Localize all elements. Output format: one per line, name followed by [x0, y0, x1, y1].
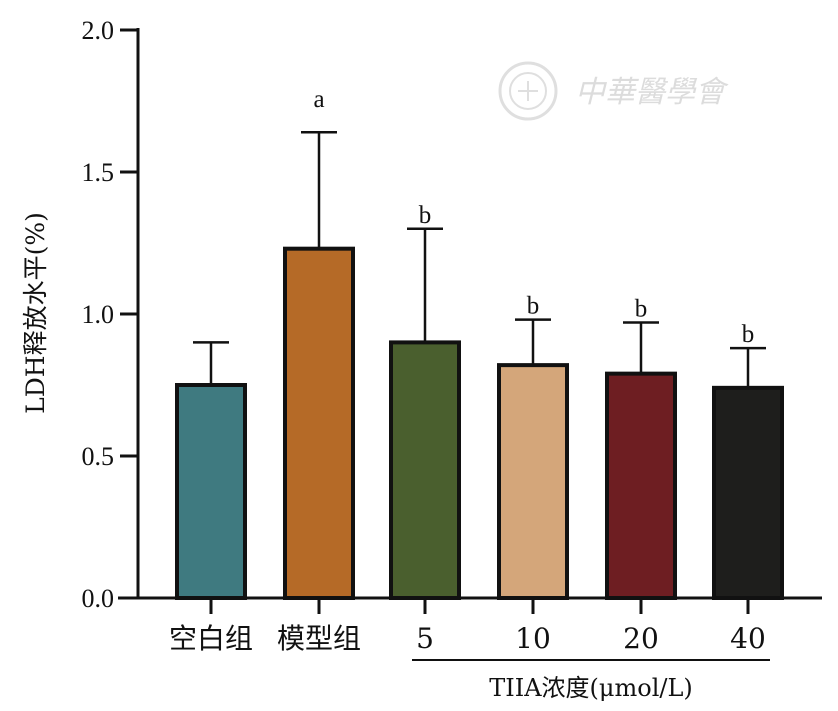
bar — [175, 383, 247, 600]
y-tick-label: 1.0 — [82, 300, 115, 329]
y-ticks: 0.0 0.5 1.0 1.5 2.0 — [82, 16, 138, 613]
x-tick-label: 模型组 — [277, 622, 361, 655]
significance-label: b — [742, 321, 755, 348]
group-label: TIIA浓度(μmol/L) — [489, 674, 693, 702]
bar-group: a — [283, 86, 355, 600]
significance-label: b — [527, 293, 540, 320]
x-tick-label: 空白组 — [169, 622, 253, 655]
significance-label: a — [313, 86, 324, 113]
bars: a b b b b — [175, 86, 784, 601]
bar — [712, 385, 784, 600]
significance-label: b — [635, 296, 648, 323]
x-tick-label: 10 — [515, 622, 551, 655]
y-tick-label: 2.0 — [82, 16, 115, 45]
bar-group: b — [497, 293, 569, 600]
x-tick-label: 20 — [623, 622, 659, 655]
bar-group: b — [605, 296, 677, 601]
bar-group: b — [712, 321, 784, 600]
bar-group: b — [389, 202, 461, 600]
y-tick-label: 0.5 — [82, 442, 115, 471]
x-tick-label: 40 — [730, 622, 766, 655]
bar — [389, 340, 461, 600]
significance-label: b — [419, 202, 432, 229]
watermark-seal-icon — [498, 61, 558, 121]
bar — [605, 371, 677, 601]
watermark-text: 中華醫學會 — [575, 75, 729, 110]
bar-group — [175, 341, 247, 600]
y-axis-title: LDH释放水平(%) — [21, 212, 50, 414]
x-ticks: 空白组 模型组 5 10 20 40 — [169, 598, 766, 655]
y-tick-label: 1.5 — [82, 158, 115, 187]
x-tick-label: 5 — [416, 622, 434, 655]
watermark: 中華醫學會 — [498, 61, 729, 121]
bar — [497, 363, 569, 600]
y-tick-label: 0.0 — [82, 584, 115, 613]
bar — [283, 246, 355, 600]
